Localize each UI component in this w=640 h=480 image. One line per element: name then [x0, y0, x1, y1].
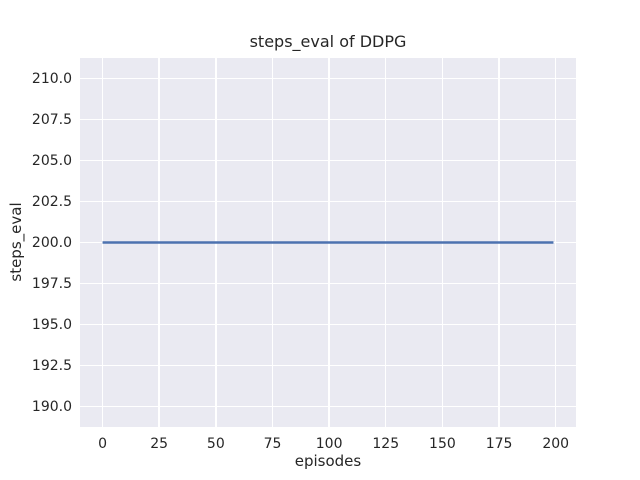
y-tick-label: 202.5 — [31, 193, 72, 210]
y-tick-label: 207.5 — [31, 111, 72, 128]
axes — [80, 58, 576, 427]
x-tick-label: 100 — [315, 436, 343, 452]
y-gridline — [80, 159, 576, 162]
y-tick-label: 200.0 — [31, 234, 72, 251]
y-tick-label: 197.5 — [31, 275, 72, 292]
x-tick-label: 50 — [206, 436, 225, 452]
x-tick-label: 175 — [485, 436, 513, 452]
y-tick-label: 210.0 — [31, 70, 72, 87]
y-tick-label: 205.0 — [31, 152, 72, 169]
x-tick-label: 0 — [98, 436, 107, 452]
x-tick-label: 200 — [542, 436, 570, 452]
x-tick-label: 25 — [150, 436, 169, 452]
y-gridline — [80, 118, 576, 121]
y-tick-label: 192.5 — [31, 357, 72, 374]
x-tick-label: 125 — [372, 436, 400, 452]
y-gridline — [80, 323, 576, 326]
y-gridline — [80, 77, 576, 80]
y-gridline — [80, 364, 576, 367]
y-gridline — [80, 282, 576, 285]
x-axis-label: episodes — [294, 452, 362, 470]
plot-area — [102, 241, 554, 244]
y-tick-label: 195.0 — [31, 316, 72, 333]
chart-title: steps_eval of DDPG — [249, 32, 407, 51]
x-tick-label: 75 — [263, 436, 282, 452]
y-gridline — [80, 405, 576, 408]
y-tick-label: 190.0 — [31, 398, 72, 415]
x-tick-label: 150 — [429, 436, 456, 452]
y-gridline — [80, 200, 576, 203]
